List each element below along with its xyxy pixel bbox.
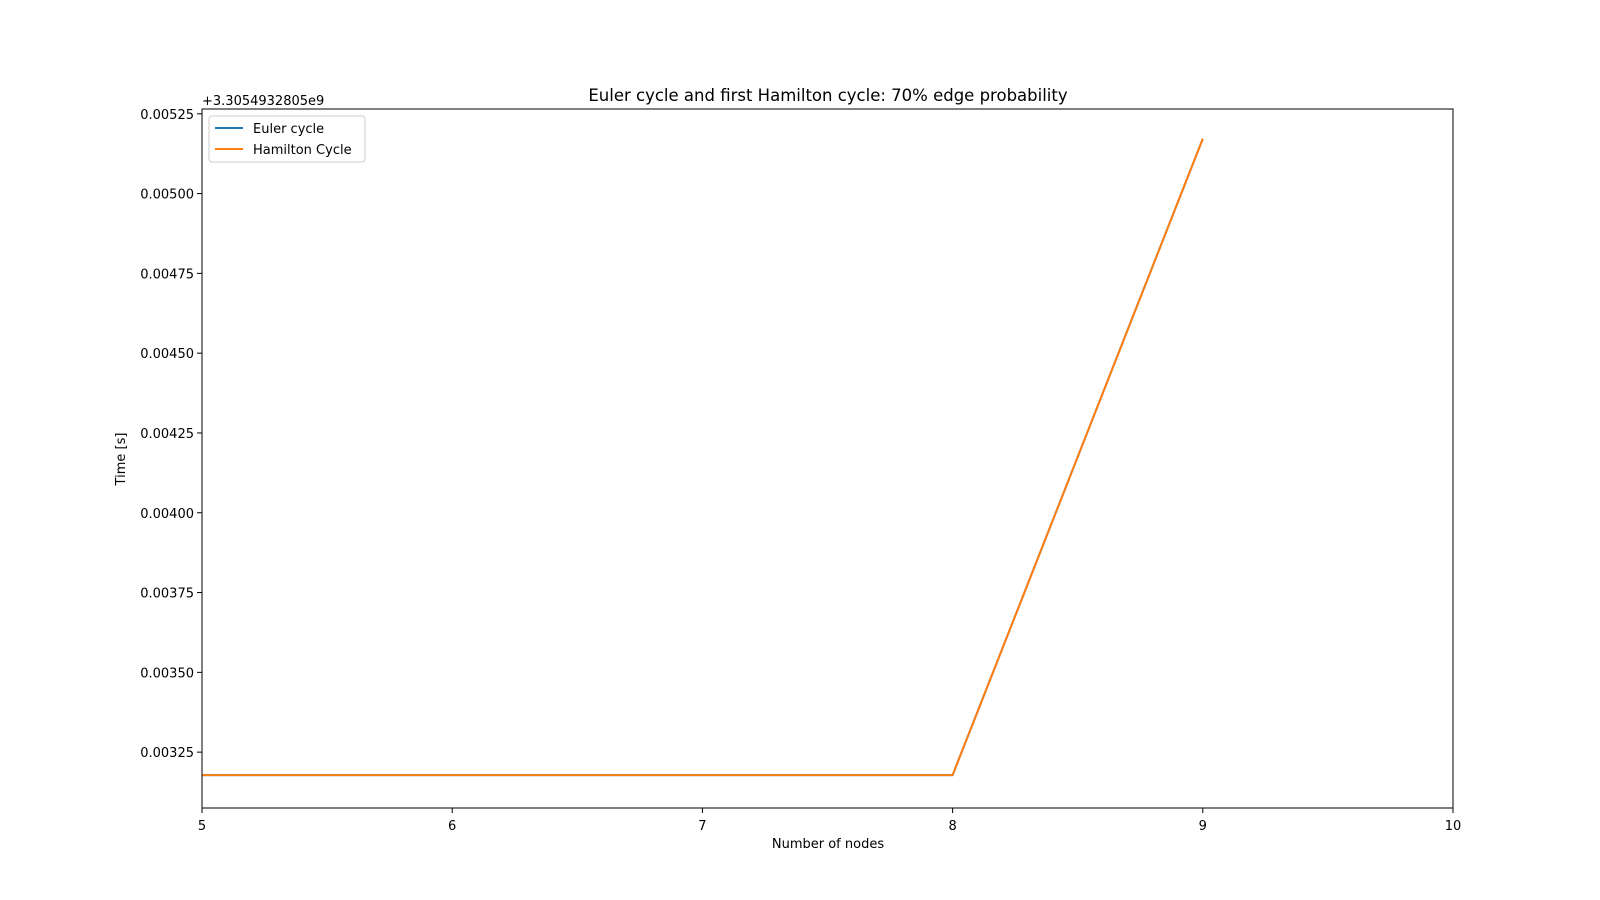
y-tick-label: 0.00450	[140, 347, 194, 362]
legend: Euler cycle Hamilton Cycle	[208, 115, 366, 163]
x-axis-label: Number of nodes	[772, 837, 884, 852]
x-tick-label: 8	[948, 819, 956, 834]
plot-area-frame	[201, 108, 1454, 809]
x-tick-label: 10	[1445, 819, 1462, 834]
y-tick-label: 0.00475	[140, 267, 194, 282]
y-tick-label: 0.00400	[140, 507, 194, 522]
series-line-hamilton-cycle	[202, 138, 1204, 777]
legend-label: Hamilton Cycle	[253, 143, 352, 158]
y-axis-label: Time [s]	[114, 433, 129, 487]
y-tick-label: 0.00500	[140, 188, 194, 203]
x-tick-label: 7	[698, 819, 706, 834]
x-tick-label: 6	[448, 819, 456, 834]
y-tick-label: 0.00350	[140, 666, 194, 681]
y-tick-label: 0.00425	[140, 427, 194, 442]
y-tick-label: 0.00525	[140, 108, 194, 123]
legend-box	[208, 115, 366, 163]
x-tick-label: 9	[1199, 819, 1207, 834]
y-tick-label: 0.00325	[140, 746, 194, 761]
y-tick-label: 0.00375	[140, 587, 194, 602]
x-tick-label: 5	[198, 819, 206, 834]
chart-title: Euler cycle and first Hamilton cycle: 70…	[588, 86, 1067, 105]
legend-label: Euler cycle	[253, 122, 324, 137]
series-lines	[202, 138, 1204, 777]
x-axis-ticks: 5 6 7 8 9 10	[198, 808, 1461, 834]
y-axis-ticks: 0.00325 0.00350 0.00375 0.00400 0.00425 0.004…	[140, 108, 202, 761]
y-offset-label: +3.3054932805e9	[202, 94, 324, 109]
